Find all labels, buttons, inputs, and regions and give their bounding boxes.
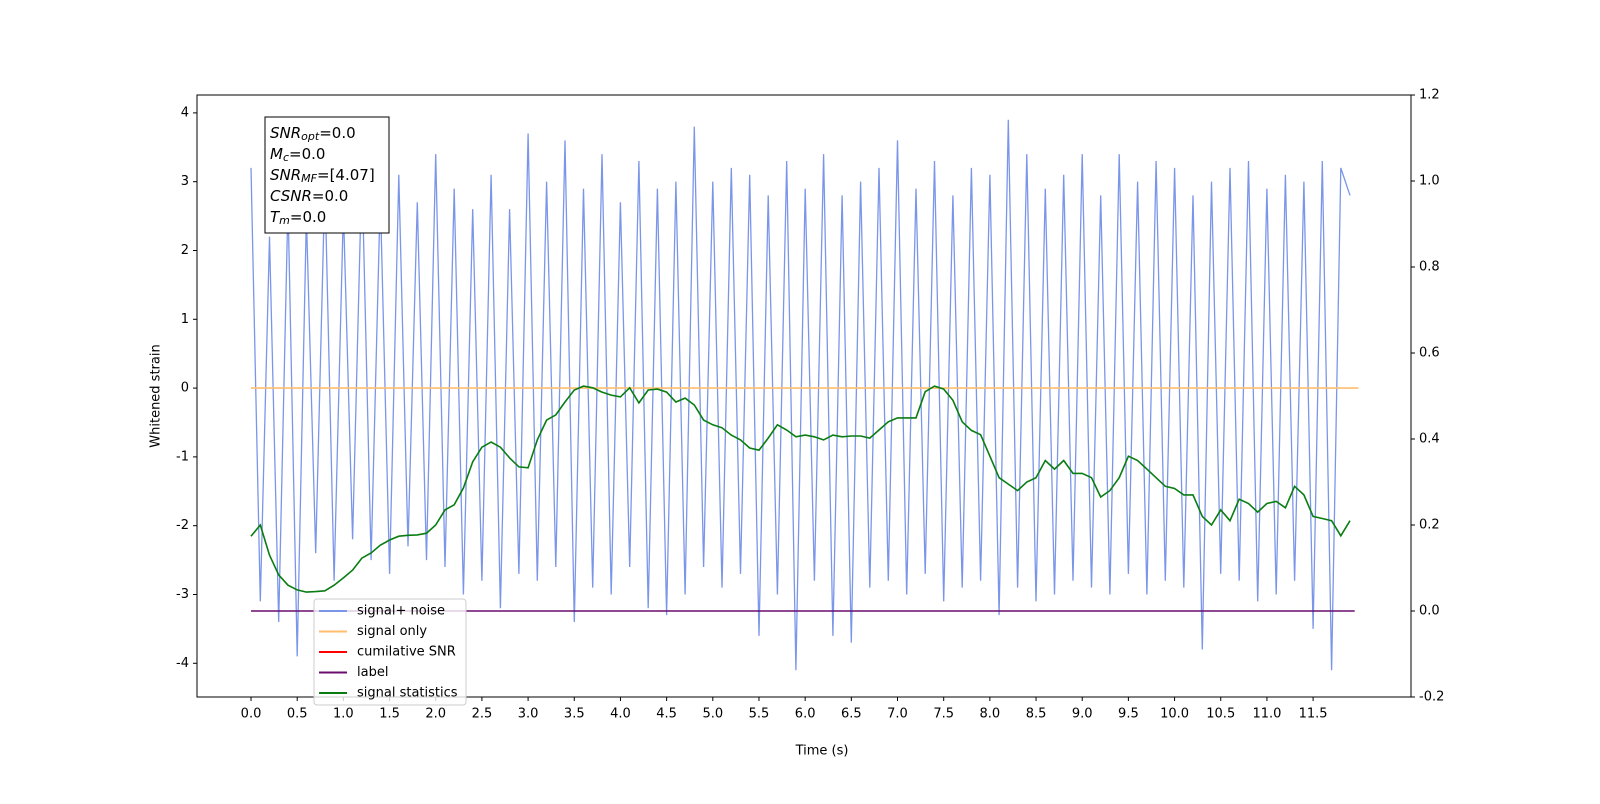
annotation-box: SNRopt=0.0Mc=0.0SNRMF=[4.07]CSNR=0.0Tm=0… (264, 116, 390, 234)
x-tick-label: 8.0 (980, 707, 1001, 722)
annotation-value: =0.0 (290, 208, 326, 226)
y-tick-label: 0 (181, 381, 189, 396)
x-tick-label: 4.5 (656, 707, 677, 722)
y2-tick-label: 1.0 (1419, 174, 1440, 189)
y-tick-label: 4 (181, 105, 189, 120)
annotation-symbol: T (270, 208, 281, 226)
y-tick-label: 2 (181, 243, 189, 258)
x-tick-label: 11.5 (1299, 707, 1328, 722)
x-tick-label: 10.5 (1206, 707, 1235, 722)
y2-tick-label: 0.8 (1419, 260, 1440, 275)
y2-tick-label: 0.4 (1419, 432, 1440, 447)
y-axis-label: Whitened strain (149, 344, 164, 447)
x-tick-label: 8.5 (1026, 707, 1047, 722)
annotation-subscript: opt (301, 130, 320, 143)
annotation-subscript: c (283, 151, 289, 164)
x-tick-label: 6.5 (841, 707, 862, 722)
x-tick-label: 3.0 (518, 707, 539, 722)
y2-tick-label: 0.2 (1419, 518, 1440, 533)
x-tick-label: 5.5 (749, 707, 770, 722)
annotation-text: Tm=0.0 (270, 208, 326, 228)
annotation-text: SNRopt=0.0 (270, 124, 356, 144)
annotation-value: =0.0 (312, 187, 348, 205)
x-tick-label: 1.0 (333, 707, 354, 722)
x-tick-label: 5.0 (702, 707, 723, 722)
y2-tick-label: 1.2 (1419, 88, 1440, 103)
x-tick-label: 10.0 (1160, 707, 1189, 722)
annotation-symbol: SNR (270, 124, 301, 142)
x-tick-label: 6.0 (795, 707, 816, 722)
legend-frame (313, 598, 467, 706)
x-tick-label: 7.0 (887, 707, 908, 722)
x-tick-label: 9.5 (1118, 707, 1139, 722)
plot-area (250, 119, 1359, 671)
x-tick-label: 1.5 (379, 707, 400, 722)
y-tick-label: -1 (176, 449, 189, 464)
annotation-text: CSNR=0.0 (270, 187, 348, 205)
legend-label: label (357, 665, 388, 680)
series-line (250, 385, 1351, 593)
x-tick-label: 7.5 (933, 707, 954, 722)
x-tick-label: 2.5 (472, 707, 493, 722)
series-line (250, 119, 1351, 671)
y2-tick-label: 0.0 (1419, 604, 1440, 619)
annotation-text: Mc=0.0 (270, 145, 325, 165)
x-tick-label: 0.0 (241, 707, 262, 722)
legend-label: signal+ noise (357, 604, 445, 619)
legend-label: signal only (357, 624, 427, 639)
x-tick-label: 9.0 (1072, 707, 1093, 722)
annotation-subscript: m (279, 214, 290, 227)
annotation-symbol: CSNR (270, 187, 312, 205)
y2-tick-label: -0.2 (1419, 690, 1444, 705)
annotation-value: =0.0 (319, 124, 355, 142)
x-tick-label: 3.5 (564, 707, 585, 722)
annotation-symbol: M (270, 145, 283, 163)
y-tick-label: -4 (176, 656, 189, 671)
annotation-frame (264, 116, 390, 234)
annotation-symbol: SNR (270, 166, 301, 184)
legend: signal+ noise signal only cumilative SNR la… (313, 598, 467, 706)
x-axis-label: Time (s) (795, 744, 849, 759)
x-tick-label: 2.0 (425, 707, 446, 722)
x-tick-label: 4.0 (610, 707, 631, 722)
y2-tick-label: 0.6 (1419, 346, 1440, 361)
annotation-value: =[4.07] (317, 166, 375, 184)
annotation-value: =0.0 (289, 145, 325, 163)
annotation-subscript: MF (301, 172, 317, 185)
plot-frame (196, 94, 1412, 698)
annotation-text: SNRMF=[4.07] (270, 166, 375, 186)
y-tick-label: 1 (181, 312, 189, 327)
y-tick-label: 3 (181, 174, 189, 189)
x-tick-label: 11.0 (1252, 707, 1281, 722)
x-tick-label: 0.5 (287, 707, 308, 722)
y-tick-label: -2 (176, 518, 189, 533)
legend-label: signal statistics (357, 686, 458, 701)
y-tick-label: -3 (176, 587, 189, 602)
legend-label: cumilative SNR (357, 645, 456, 660)
